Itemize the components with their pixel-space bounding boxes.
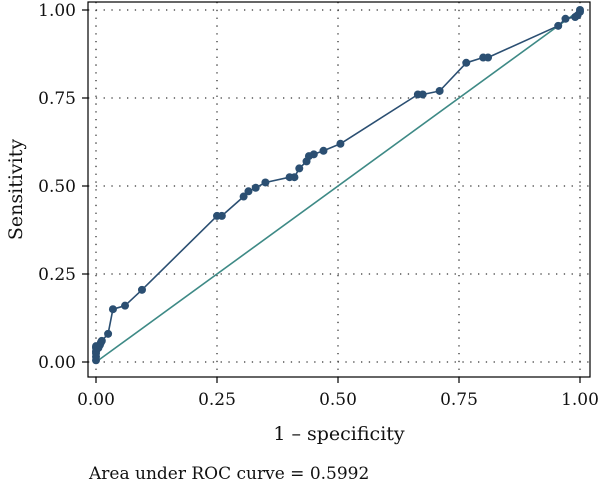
roc-point xyxy=(295,164,304,173)
x-tick-label: 0.00 xyxy=(77,390,115,410)
roc-point xyxy=(244,187,253,196)
y-tick-label: 0.00 xyxy=(38,353,76,373)
roc-point xyxy=(121,301,130,310)
roc-point xyxy=(104,329,113,338)
roc-point xyxy=(239,192,248,201)
roc-point xyxy=(217,211,226,220)
roc-point xyxy=(319,146,328,155)
y-tick-label: 0.25 xyxy=(38,265,76,285)
auc-caption: Area under ROC curve = 0.5992 xyxy=(88,464,369,484)
gridlines xyxy=(88,2,590,377)
y-axis-ticks: 0.00 0.25 0.50 0.75 1.00 xyxy=(38,1,88,373)
y-tick-label: 0.75 xyxy=(38,89,76,109)
x-axis-ticks: 0.00 0.25 0.50 0.75 1.00 xyxy=(77,377,599,410)
roc-point xyxy=(462,58,471,67)
roc-series xyxy=(92,6,584,365)
x-tick-label: 0.50 xyxy=(319,390,357,410)
roc-point xyxy=(418,90,427,99)
plot-frame xyxy=(87,1,591,378)
roc-point xyxy=(484,53,493,62)
roc-point xyxy=(576,6,584,14)
roc-point xyxy=(309,150,318,159)
x-tick-label: 0.75 xyxy=(440,390,478,410)
roc-point xyxy=(290,173,299,182)
roc-point xyxy=(435,86,444,95)
y-tick-label: 1.00 xyxy=(38,1,76,21)
roc-point xyxy=(108,305,117,314)
x-tick-label: 0.25 xyxy=(198,390,236,410)
roc-point xyxy=(137,285,146,294)
x-tick-label: 1.00 xyxy=(561,390,599,410)
y-axis-title: Sensitivity xyxy=(5,139,27,240)
reference-diagonal-line xyxy=(95,9,581,363)
y-tick-label: 0.50 xyxy=(38,177,76,197)
roc-point xyxy=(251,183,260,192)
roc-point xyxy=(261,178,270,187)
roc-point xyxy=(561,14,570,23)
roc-point xyxy=(336,139,345,148)
roc-point xyxy=(97,336,106,345)
x-axis-title: 1 – specificity xyxy=(273,423,405,445)
roc-point xyxy=(554,21,563,30)
